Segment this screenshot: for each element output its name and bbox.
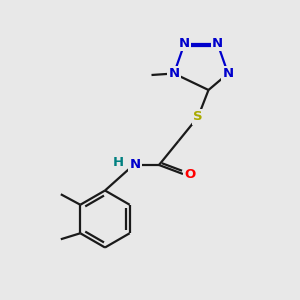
Text: N: N [222, 67, 234, 80]
Text: N: N [179, 37, 190, 50]
Text: O: O [184, 167, 195, 181]
Text: S: S [193, 110, 203, 124]
Text: N: N [168, 67, 180, 80]
Text: N: N [129, 158, 141, 172]
Text: H: H [112, 156, 124, 169]
Text: N: N [212, 37, 223, 50]
